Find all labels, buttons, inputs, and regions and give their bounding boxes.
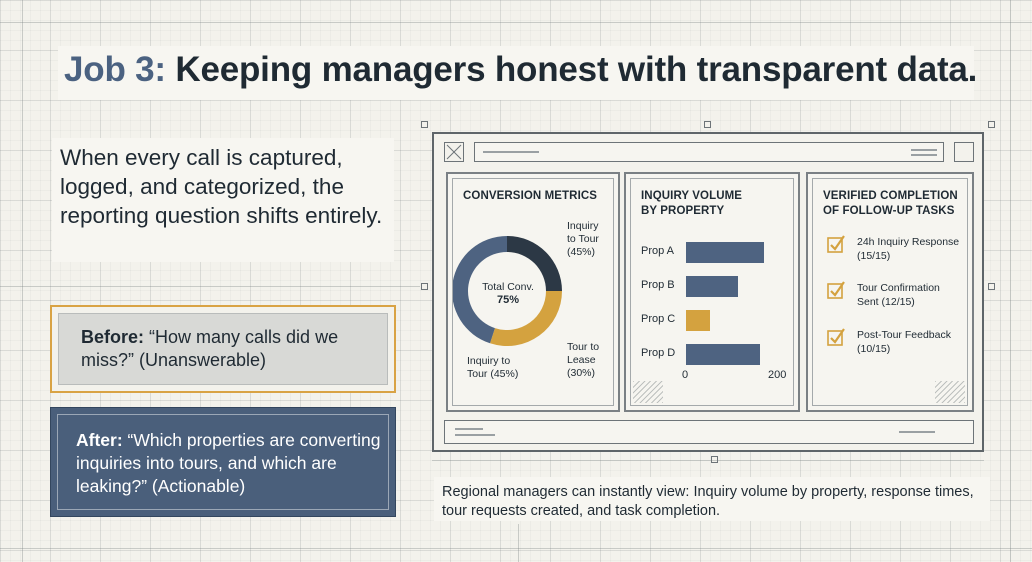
before-callout-body: Before: “How many calls did we miss?” (U… — [58, 313, 388, 385]
checkbox-check-icon — [827, 328, 845, 346]
verified-tasks-title: VERIFIED COMPLETION OF FOLLOW-UP TASKS — [823, 190, 958, 217]
bar-prop-b — [686, 276, 739, 297]
intro-band — [52, 138, 394, 262]
before-label: Before: — [81, 327, 145, 347]
bar-category-label: Prop B — [641, 279, 675, 291]
bar-prop-a — [686, 242, 765, 263]
label-tour-to-lease: Tour to Lease (30%) — [567, 341, 600, 379]
donut-slice-1 — [490, 291, 562, 346]
corner-hatch — [633, 381, 663, 403]
label-inquiry-to-tour-bottom: Inquiry to Tour (45%) — [467, 355, 519, 380]
label-inquiry-to-tour-top: Inquiry to Tour (45%) — [567, 220, 599, 258]
donut-slice-2 — [453, 236, 507, 344]
before-callout: Before: “How many calls did we miss?” (U… — [50, 305, 396, 393]
guide-line — [22, 0, 23, 562]
after-label: After: — [76, 430, 123, 450]
inquiry-volume-title: INQUIRY VOLUME BY PROPERTY — [641, 190, 743, 217]
placeholder-line — [455, 434, 495, 436]
placeholder-line — [899, 431, 935, 433]
conversion-metrics-title: CONVERSION METRICS — [463, 190, 598, 202]
corner-hatch — [935, 381, 965, 403]
checkbox-check-icon — [827, 281, 845, 299]
placeholder-line — [911, 149, 937, 151]
donut-center-caption: Total Conv. — [482, 281, 534, 293]
task-label: 24h Inquiry Response (15/15) — [857, 236, 960, 262]
task-label: Tour Confirmation Sent (12/15) — [857, 282, 940, 308]
selection-handle[interactable] — [988, 283, 995, 290]
image-placeholder-icon — [444, 142, 464, 162]
selection-handle[interactable] — [421, 121, 428, 128]
selection-handle[interactable] — [711, 456, 718, 463]
task-label: Post-Tour Feedback (10/15) — [857, 329, 951, 355]
selection-handle[interactable] — [421, 283, 428, 290]
checkbox-check-icon — [827, 235, 845, 253]
x-axis-max-label: 200 — [768, 369, 787, 381]
bar-prop-d — [686, 344, 760, 365]
bar-category-label: Prop A — [641, 245, 675, 257]
verified-tasks-body: VERIFIED COMPLETION OF FOLLOW-UP TASKS 2… — [812, 178, 968, 406]
caption-band — [434, 477, 990, 521]
title-text: Keeping managers honest with transparent… — [165, 50, 978, 89]
selection-guide — [432, 460, 984, 461]
conversion-metrics-panel: CONVERSION METRICS Total Conv. 75% Inqui… — [446, 172, 620, 412]
title-prefix: Job 3: — [64, 50, 166, 89]
window-bottombar — [444, 420, 974, 444]
guide-line — [0, 22, 1032, 23]
selection-handle[interactable] — [988, 121, 995, 128]
after-callout-body: After: “Which properties are converting … — [57, 414, 389, 510]
guide-line — [0, 548, 1032, 549]
status-bar — [444, 420, 974, 444]
after-text: “Which properties are converting inquiri… — [76, 430, 381, 496]
donut-slice-0 — [507, 236, 562, 291]
bar-category-label: Prop C — [641, 313, 676, 325]
bar-category-label: Prop D — [641, 347, 676, 359]
after-callout: After: “Which properties are converting … — [50, 407, 396, 517]
donut-center-value: 75% — [496, 294, 520, 306]
bar-prop-c — [686, 310, 710, 331]
before-text: “How many calls did we miss?” (Unanswera… — [81, 327, 339, 370]
x-axis-min-label: 0 — [682, 369, 689, 381]
inquiry-volume-bar-chart: Prop A Prop B Prop C Prop D — [631, 179, 793, 405]
window-button-icon[interactable] — [954, 142, 974, 162]
intro-text: When every call is captured, logged, and… — [60, 145, 383, 228]
placeholder-line — [911, 154, 937, 156]
selection-handle[interactable] — [704, 121, 711, 128]
verified-tasks-panel: VERIFIED COMPLETION OF FOLLOW-UP TASKS 2… — [806, 172, 974, 412]
conversion-metrics-body: CONVERSION METRICS Total Conv. 75% Inqui… — [452, 178, 614, 406]
dashboard-window: CONVERSION METRICS Total Conv. 75% Inqui… — [432, 132, 984, 452]
placeholder-line — [455, 428, 483, 430]
slide-title: Job 3: Keeping managers honest with tran… — [64, 50, 977, 90]
guide-line — [0, 286, 420, 287]
conversion-donut-chart — [453, 236, 562, 346]
guide-line — [1010, 0, 1011, 562]
title-band — [58, 46, 974, 100]
address-bar[interactable] — [474, 142, 944, 162]
window-topbar — [444, 140, 974, 166]
caption-text: Regional managers can instantly view: In… — [442, 484, 974, 519]
donut-center-label: Total Conv. 75% — [473, 281, 543, 307]
placeholder-line — [483, 151, 539, 153]
guide-line — [518, 524, 519, 562]
